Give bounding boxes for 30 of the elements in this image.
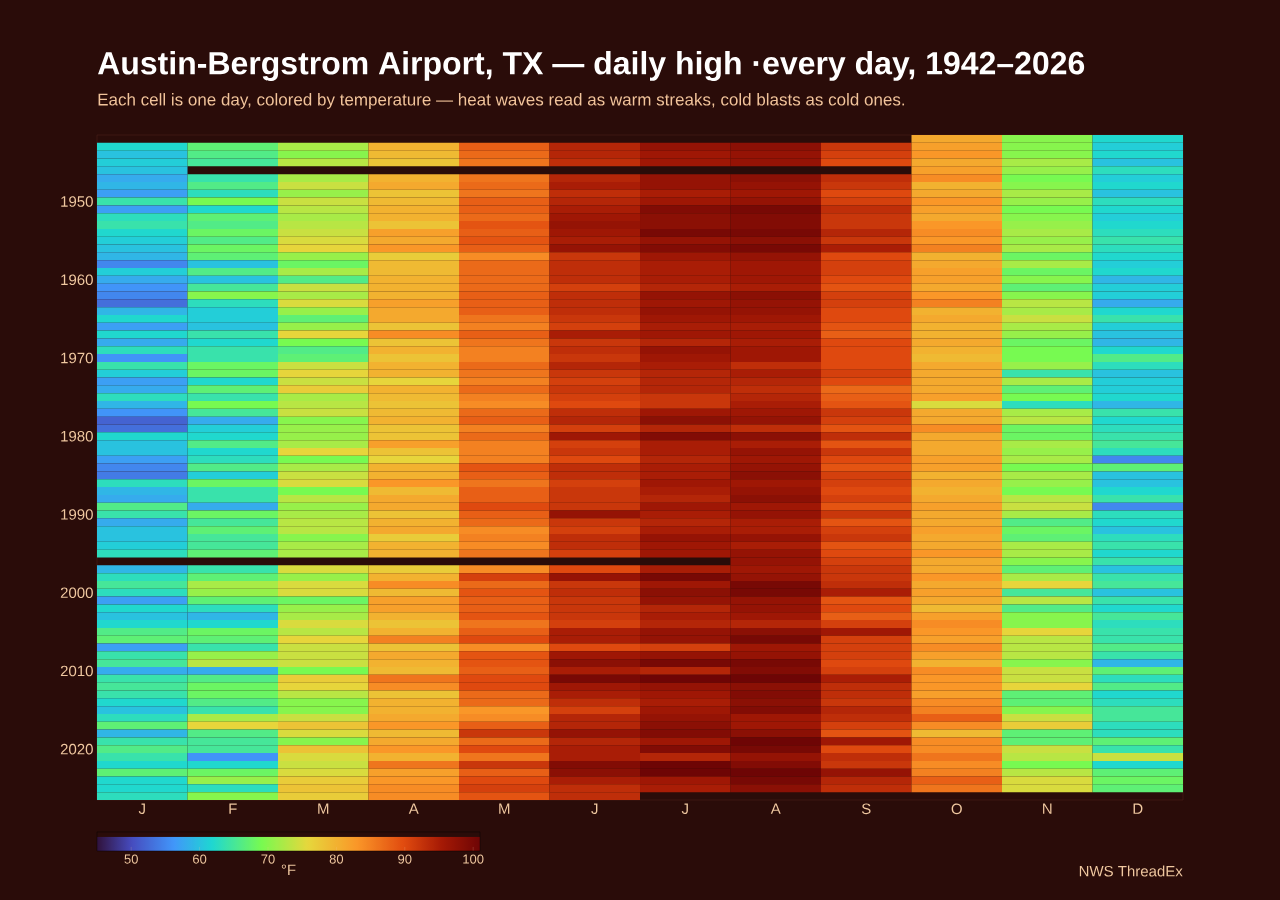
color-bar-title: °F [281,864,296,875]
text: NWS ThreadEx [1079,865,1183,877]
y-tick-label: 1960 [61,274,93,286]
color-bar-label: 80 [329,854,344,864]
y-tick-label: 2020 [60,743,93,755]
color-bar-label: 50 [124,854,138,864]
x-tick-label: D [1133,803,1143,814]
color-bar-label: 60 [193,854,207,864]
x-tick-label: J [591,803,598,814]
chart-subtitle: Each cell is one day, colored by temperature — heat waves read as warm streaks, cold blasts as cold ones. [98,93,905,109]
x-tick-label: M [499,803,510,814]
y-tick-label: 2010 [60,665,93,677]
y-tick-label: 1990 [61,509,93,520]
y-tick-label: 1970 [61,352,93,364]
y-tick-label: 1950 [61,196,93,207]
x-tick-label: A [408,803,419,814]
x-tick-label: F [229,803,237,814]
x-tick-label: A [770,803,781,814]
y-tick-label: 2000 [60,587,93,598]
x-tick-label: O [951,803,962,815]
chart-title: Austin-Bergstrom Airport, TX — daily high ·every day, 1942–2026 [98,51,1085,81]
x-tick-label: N [1043,803,1052,814]
color-bar-label: 90 [398,854,412,864]
y-tick-label: 1980 [61,430,93,442]
color-bar-label: 100 [463,854,484,864]
x-tick-label: J [681,803,688,814]
color-bar-label: 70 [261,854,275,864]
x-tick-label: J [138,803,145,814]
x-tick-label: M [318,803,329,814]
x-tick-label: S [861,803,871,815]
